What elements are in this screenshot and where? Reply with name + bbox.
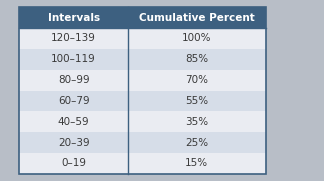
FancyBboxPatch shape	[128, 111, 266, 132]
Text: 15%: 15%	[185, 158, 208, 168]
FancyBboxPatch shape	[19, 70, 128, 90]
FancyBboxPatch shape	[19, 7, 128, 28]
Text: 85%: 85%	[185, 54, 208, 64]
FancyBboxPatch shape	[128, 7, 266, 28]
Text: Cumulative Percent: Cumulative Percent	[139, 13, 255, 23]
FancyBboxPatch shape	[19, 111, 128, 132]
FancyBboxPatch shape	[19, 132, 128, 153]
Text: Intervals: Intervals	[48, 13, 100, 23]
FancyBboxPatch shape	[128, 132, 266, 153]
Text: 100%: 100%	[182, 33, 212, 43]
FancyBboxPatch shape	[128, 153, 266, 174]
FancyBboxPatch shape	[128, 90, 266, 111]
Text: 35%: 35%	[185, 117, 208, 127]
FancyBboxPatch shape	[128, 49, 266, 70]
FancyBboxPatch shape	[19, 49, 128, 70]
Text: 0–19: 0–19	[61, 158, 86, 168]
Text: 25%: 25%	[185, 138, 208, 148]
Text: 20–39: 20–39	[58, 138, 89, 148]
Text: 40–59: 40–59	[58, 117, 89, 127]
FancyBboxPatch shape	[128, 70, 266, 90]
Text: 60–79: 60–79	[58, 96, 89, 106]
Text: 100–119: 100–119	[51, 54, 96, 64]
FancyBboxPatch shape	[128, 28, 266, 49]
Text: 70%: 70%	[185, 75, 208, 85]
FancyBboxPatch shape	[19, 28, 128, 49]
Text: 80–99: 80–99	[58, 75, 89, 85]
Text: 120–139: 120–139	[51, 33, 96, 43]
FancyBboxPatch shape	[19, 90, 128, 111]
FancyBboxPatch shape	[19, 153, 128, 174]
Text: 55%: 55%	[185, 96, 208, 106]
